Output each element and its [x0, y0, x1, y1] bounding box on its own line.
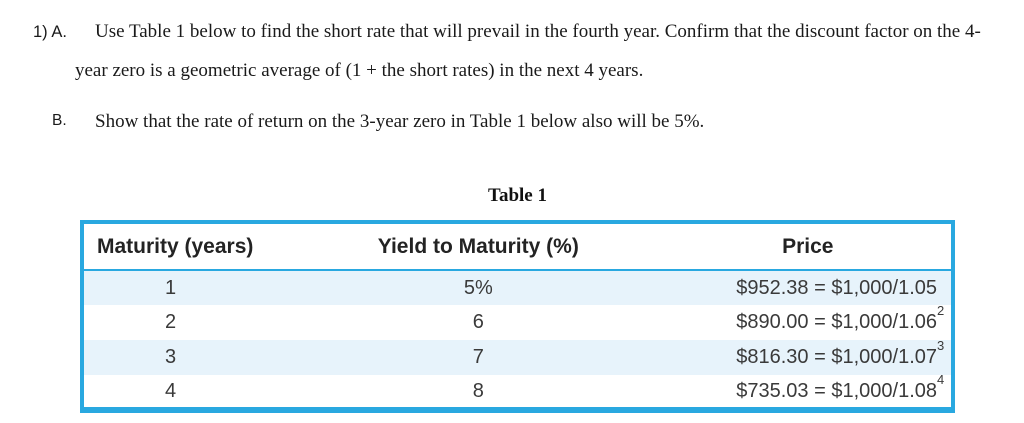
price-base: $735.03 = $1,000/1.08 — [736, 379, 937, 402]
problem-number-label: 1) A. — [33, 23, 67, 41]
price-cell: $890.00 = $1,000/1.06 2 — [605, 304, 953, 340]
price-exponent: 3 — [937, 338, 945, 353]
price-base: $816.30 = $1,000/1.07 — [736, 346, 937, 368]
table-header: Maturity (years) Yield to Maturity (%) P… — [82, 222, 953, 270]
problem-part-b: B. Show that the rate of return on the 3… — [52, 109, 982, 135]
yield-cell: 5% — [463, 276, 493, 299]
rates-table: Maturity (years) Yield to Maturity (%) P… — [80, 220, 955, 413]
table-row: 1 5% $952.38 = $1,000/1.05 — [82, 270, 953, 305]
column-header-maturity: Maturity (years) — [82, 222, 352, 270]
part-b-label: B. — [52, 112, 67, 129]
table-row: 4 8 $735.03 = $1,000/1.08 4 — [82, 373, 953, 410]
price-base: $952.38 = $1,000/1.05 — [736, 276, 937, 299]
yield-cell: 6 — [472, 311, 484, 333]
maturity-cell: 3 — [164, 346, 177, 368]
price-expression: $890.00 = $1,000/1.06 2 — [736, 304, 944, 334]
maturity-cell: 1 — [164, 276, 177, 299]
price-cell: $816.30 = $1,000/1.07 3 — [605, 339, 953, 375]
maturity-cell: 4 — [164, 379, 177, 402]
table-row: 2 6 $890.00 = $1,000/1.06 2 — [82, 304, 953, 340]
yield-cell: 8 — [472, 379, 484, 402]
price-expression: $816.30 = $1,000/1.07 3 — [736, 339, 944, 369]
price-expression: $952.38 = $1,000/1.05 — [736, 277, 937, 300]
maturity-cell: 2 — [164, 311, 177, 333]
price-base: $890.00 = $1,000/1.06 — [736, 311, 937, 333]
part-b-text: Show that the rate of return on the 3-ye… — [95, 111, 705, 132]
column-header-price: Price — [604, 222, 953, 270]
price-exponent: 4 — [937, 371, 945, 387]
table-title: Table 1 — [488, 185, 547, 206]
part-a-text: Use Table 1 below to find the short rate… — [75, 21, 981, 81]
table-body: 1 5% $952.38 = $1,000/1.05 2 6 $890.00 =… — [82, 270, 953, 410]
price-cell: $735.03 = $1,000/1.08 4 — [605, 373, 953, 410]
table-row: 3 7 $816.30 = $1,000/1.07 3 — [82, 339, 953, 375]
table-header-row: Maturity (years) Yield to Maturity (%) P… — [82, 222, 953, 270]
price-cell: $952.38 = $1,000/1.05 — [605, 270, 953, 305]
column-header-yield: Yield to Maturity (%) — [352, 222, 605, 270]
price-expression: $735.03 = $1,000/1.08 4 — [736, 373, 944, 403]
problem-part-a: 1) A. Use Table 1 below to find the shor… — [33, 12, 983, 90]
price-exponent: 2 — [937, 303, 945, 318]
yield-cell: 7 — [472, 346, 484, 368]
